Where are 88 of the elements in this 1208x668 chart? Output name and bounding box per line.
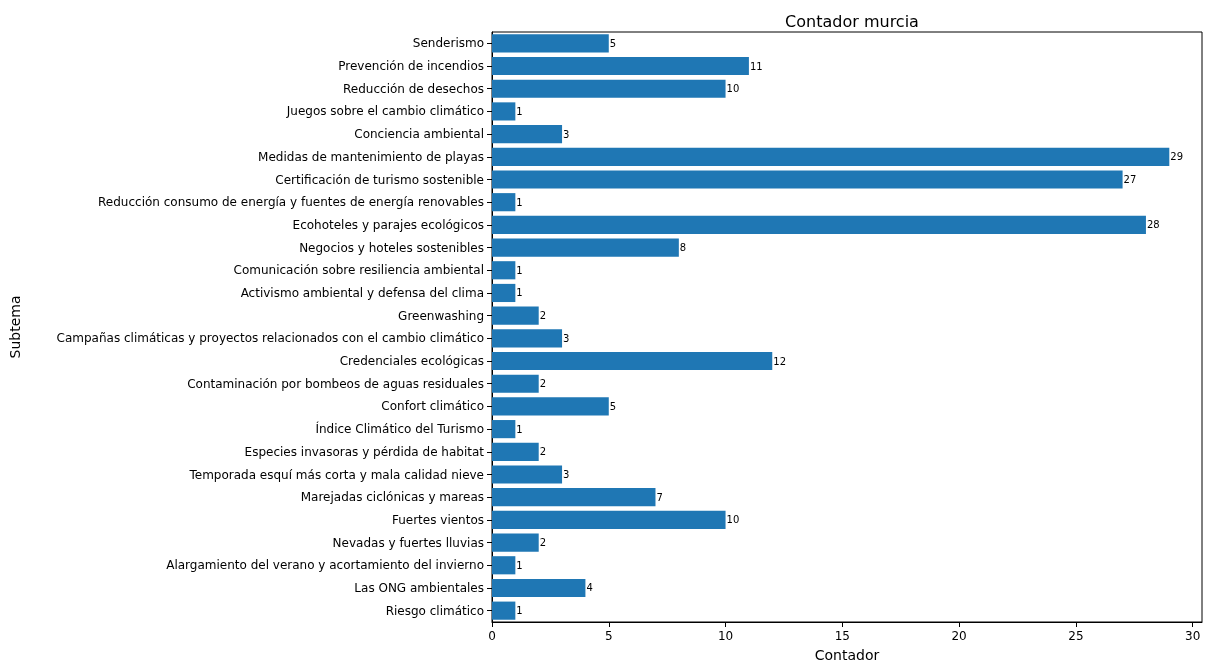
- y-tick-label: Senderismo: [412, 36, 484, 51]
- y-tick-label: Reducción de desechos: [343, 81, 484, 96]
- bar: [492, 442, 539, 461]
- bar: [492, 283, 516, 303]
- data-label: 29: [1170, 151, 1184, 163]
- y-axis-title: Subtema: [7, 295, 23, 359]
- bar: [492, 397, 609, 416]
- bar: [492, 556, 516, 575]
- y-tick-label: Prevención de incendios: [338, 59, 484, 74]
- bar: [492, 238, 679, 257]
- y-tick-label: Especies invasoras y pérdida de habitat: [244, 444, 485, 459]
- y-tick-label: Marejadas ciclónicas y mareas: [300, 490, 484, 505]
- data-label: 1: [516, 264, 523, 276]
- y-tick-label: Confort climático: [381, 399, 484, 414]
- data-label: 5: [609, 37, 617, 49]
- bar: [492, 56, 749, 76]
- data-label: 7: [656, 491, 663, 503]
- bar: [492, 306, 539, 325]
- x-tick-label: 30: [1185, 629, 1201, 643]
- bar: [492, 601, 516, 620]
- x-tick-label: 25: [1068, 629, 1084, 643]
- x-tick-label: 15: [834, 629, 850, 643]
- data-label: 10: [726, 83, 740, 95]
- data-label: 27: [1123, 174, 1137, 185]
- y-tick-label: Índice Climático del Turismo: [315, 421, 484, 437]
- y-tick-label: Medidas de mantenimiento de playas: [258, 149, 484, 164]
- data-label: 28: [1146, 219, 1160, 231]
- y-tick-label: Contaminación por bombeos de aguas residuales: [187, 376, 484, 391]
- y-tick-label: Reducción consumo de energía y fuentes de energía renovables: [98, 195, 484, 210]
- bar: [492, 420, 516, 439]
- data-label: 10: [726, 514, 740, 526]
- y-tick-label: Greenwashing: [398, 308, 484, 323]
- data-label: 3: [563, 469, 570, 480]
- data-label: 1: [516, 423, 523, 435]
- y-tick-label: Certificación de turismo sostenible: [275, 172, 484, 187]
- bar: [492, 193, 516, 212]
- bar: [492, 147, 1170, 166]
- bar: [492, 34, 609, 53]
- bar: [492, 351, 773, 371]
- chart-title: Contador murcia: [785, 11, 919, 31]
- data-label: 1: [516, 287, 523, 299]
- data-label: 4: [586, 582, 593, 594]
- y-tick-label: Negocios y hoteles sostenibles: [299, 240, 484, 255]
- y-tick-label: Fuertes vientos: [391, 512, 484, 527]
- x-tick-label: 0: [488, 629, 496, 643]
- data-label: 1: [516, 105, 523, 117]
- data-label: 2: [539, 537, 547, 549]
- data-label: 2: [539, 310, 547, 322]
- bar: [492, 374, 539, 393]
- y-tick-label: Campañas climáticas y proyectos relacionados con el cambio climático: [56, 331, 484, 346]
- bar: [492, 125, 563, 144]
- bar: [492, 261, 516, 280]
- data-label: 2: [539, 378, 547, 390]
- data-label: 1: [516, 559, 523, 571]
- y-tick-label: Credenciales ecológicas: [339, 354, 484, 369]
- bar: [492, 533, 539, 552]
- data-label: 2: [539, 446, 547, 458]
- bar: [492, 79, 726, 98]
- data-label: 5: [609, 400, 617, 412]
- y-tick-label: Conciencia ambiental: [354, 127, 484, 142]
- data-label: 3: [563, 332, 570, 344]
- y-tick-label: Alargamiento del verano y acortamiento del invierno: [166, 558, 484, 573]
- bar: [492, 215, 1146, 234]
- bar: [492, 102, 516, 121]
- bar: [492, 465, 563, 484]
- x-tick-label: 5: [604, 629, 613, 643]
- x-axis-title: Contador: [814, 647, 880, 663]
- bar: [492, 488, 656, 507]
- y-tick-label: Juegos sobre el cambio climático: [285, 104, 484, 119]
- data-label: 3: [563, 128, 570, 140]
- data-label: 1: [516, 196, 523, 208]
- bar: [492, 329, 563, 348]
- bar: [492, 170, 1123, 189]
- y-tick-label: Temporada esquí más corta y mala calidad nieve: [188, 467, 484, 482]
- data-label: 12: [773, 355, 786, 367]
- y-tick-label: Comunicación sobre resiliencia ambiental: [233, 263, 484, 278]
- y-tick-label: Nevadas y fuertes lluvias: [332, 535, 484, 550]
- y-tick-label: Riesgo climático: [385, 603, 484, 618]
- y-tick-label: Activismo ambiental y defensa del clima: [240, 285, 484, 300]
- data-label: 8: [679, 242, 687, 254]
- y-tick-label: Ecohoteles y parajes ecológicos: [292, 217, 484, 232]
- y-tick-label: Las ONG ambientales: [354, 580, 484, 595]
- bar: [492, 578, 586, 598]
- x-tick-label: 20: [951, 629, 967, 643]
- bar: [492, 510, 726, 529]
- data-label: 11: [749, 60, 763, 72]
- x-tick-label: 10: [717, 629, 734, 643]
- data-label: 1: [516, 605, 523, 617]
